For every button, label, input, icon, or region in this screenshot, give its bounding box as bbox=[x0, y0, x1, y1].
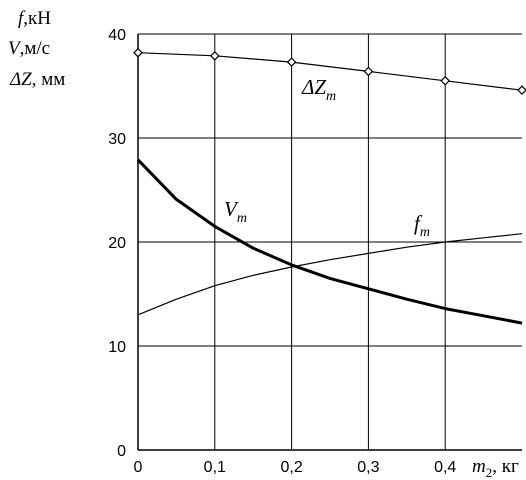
series-marker-dz-1 bbox=[209, 50, 220, 61]
grid bbox=[138, 33, 522, 450]
y-axis-label-displacement: ΔZ, мм bbox=[9, 69, 65, 90]
series-marker-dz-0 bbox=[133, 47, 143, 58]
y-tick-label-4: 40 bbox=[108, 27, 126, 44]
x-axis-label: m2, кг bbox=[472, 456, 519, 480]
series-marker-dz-5 bbox=[517, 85, 526, 96]
series-marker-dz-4 bbox=[440, 75, 451, 86]
series-label-v: Vm bbox=[224, 197, 247, 226]
y-axis-label-velocity: V,м/с bbox=[8, 38, 50, 59]
series-line-v bbox=[136, 158, 523, 325]
x-tick-label-3: 0,3 bbox=[357, 459, 379, 476]
x-tick-label-2: 0,2 bbox=[280, 459, 302, 476]
series-lines bbox=[133, 47, 526, 325]
x-tick-label-4: 0,4 bbox=[434, 459, 456, 476]
y-tick-label-2: 20 bbox=[108, 235, 126, 252]
axes bbox=[137, 34, 522, 451]
series-marker-dz-3 bbox=[363, 66, 374, 77]
y-axis-label-force: f,кН bbox=[18, 8, 51, 29]
y-tick-label-1: 10 bbox=[108, 339, 126, 356]
y-tick-label-3: 30 bbox=[108, 131, 126, 148]
series-label-dz: ΔZm bbox=[301, 75, 336, 104]
tick-labels: 0 0,1 0,2 0,3 0,4 0 10 20 30 40 bbox=[108, 27, 456, 476]
series-line-f bbox=[137, 233, 523, 316]
series-label-f: fm bbox=[414, 211, 430, 240]
x-tick-label-0: 0 bbox=[134, 459, 143, 476]
x-tick-label-1: 0,1 bbox=[204, 459, 226, 476]
series-line-dz bbox=[137, 52, 523, 91]
series-marker-dz-2 bbox=[286, 57, 297, 67]
y-tick-label-0: 0 bbox=[117, 443, 126, 460]
